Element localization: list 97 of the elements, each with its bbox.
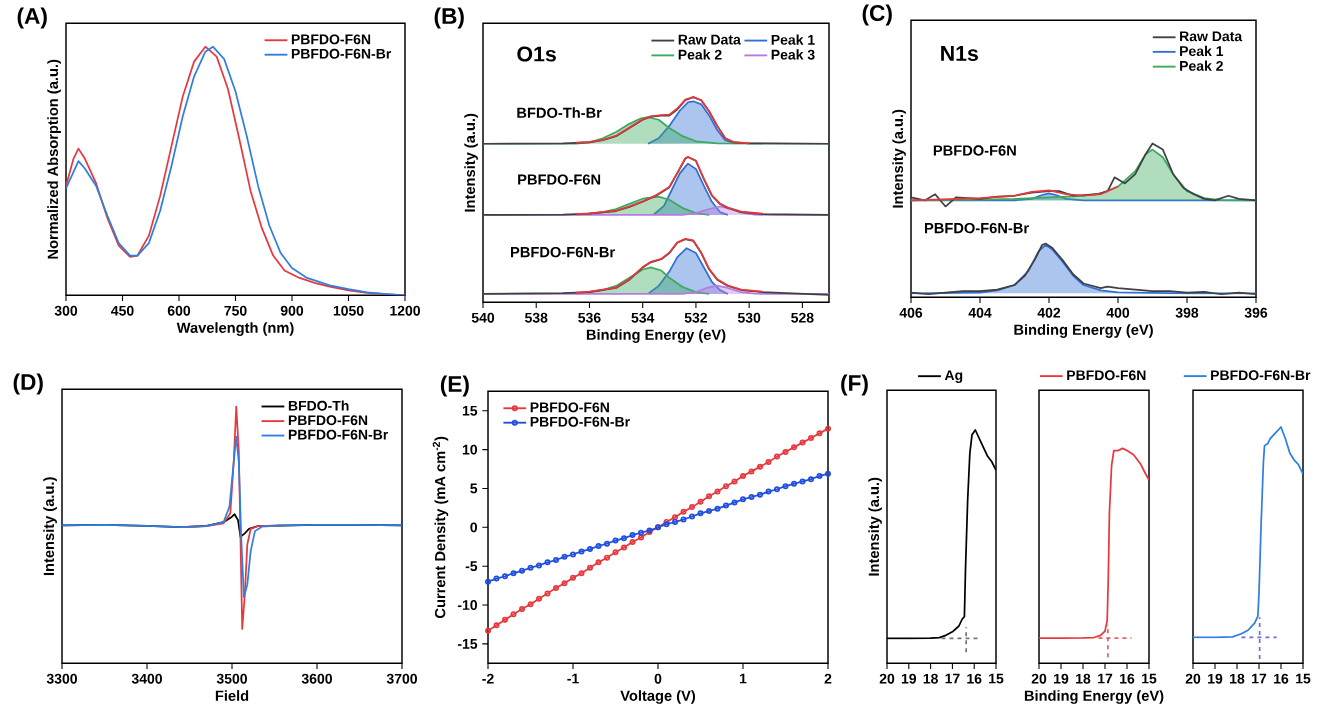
y-tick-label: 5 xyxy=(470,483,478,494)
x-tick-label: 1 xyxy=(739,673,747,684)
legend-label: PBFDO-F6N xyxy=(530,402,609,413)
legend-label: Ag xyxy=(944,370,963,383)
x-axis-title: Binding Energy (eV) xyxy=(586,329,726,343)
x-tick-label: 3300 xyxy=(46,673,77,684)
x-tick-label: 300 xyxy=(54,305,78,316)
x-tick-label: 15 xyxy=(1142,673,1157,684)
y-tick-label: 10 xyxy=(462,444,478,455)
x-tick-label: 538 xyxy=(524,312,548,323)
x-tick-label: 3700 xyxy=(386,673,417,684)
chart-title: (F) xyxy=(841,374,868,396)
y-axis-title: Current Density (mA cm$^{-2}$) xyxy=(432,436,449,618)
x-tick-label: 15 xyxy=(1296,673,1311,684)
y-axis-title: Intensity (a.u.) xyxy=(464,113,478,212)
y-tick-label: -5 xyxy=(465,561,478,571)
x-tick-label: 3600 xyxy=(301,673,332,684)
y-tick-label: 15 xyxy=(462,405,478,416)
text: N1s xyxy=(941,45,978,61)
chart-title: (A) xyxy=(17,7,47,29)
chart-title: (B) xyxy=(434,7,464,29)
x-tick-label: 16 xyxy=(967,673,982,684)
annotation: PBFDO-F6N xyxy=(518,174,601,185)
legend-label: Peak 2 xyxy=(1180,60,1223,71)
x-axis-title: Wavelength (nm) xyxy=(176,322,294,336)
x-tick-label: 534 xyxy=(631,312,655,323)
x-tick-label: -2 xyxy=(482,673,494,684)
x-tick-label: 19 xyxy=(1054,673,1069,684)
x-tick-label: 750 xyxy=(224,305,247,316)
annotation: PBFDO-F6N xyxy=(933,145,1016,156)
x-tick-label: 528 xyxy=(791,312,814,323)
x-tick-label: 20 xyxy=(1185,673,1201,684)
x-tick-label: 15 xyxy=(989,673,1004,684)
chart-title: (D) xyxy=(13,373,43,395)
x-tick-label: 406 xyxy=(899,307,923,318)
x-axis-title: Field xyxy=(215,690,249,701)
x-tick-label: 17 xyxy=(1098,673,1113,684)
x-tick-label: 20 xyxy=(1031,673,1047,684)
x-tick-label: 404 xyxy=(968,307,992,318)
x-tick-label: 530 xyxy=(737,312,761,323)
x-tick-label: 18 xyxy=(923,673,938,684)
chart-title: (C) xyxy=(862,4,892,26)
legend-label: PBFDO-F6N xyxy=(1067,370,1146,380)
x-tick-label: 16 xyxy=(1274,673,1289,684)
annotation: PBFDO-F6N-Br xyxy=(924,222,1029,234)
x-tick-label: 2 xyxy=(824,673,832,684)
x-tick-label: 398 xyxy=(1175,307,1199,318)
legend-label: PBFDO-F6N xyxy=(291,34,371,45)
x-tick-label: 18 xyxy=(1076,673,1091,684)
legend-label: Peak 1 xyxy=(1180,45,1224,56)
x-tick-label: 450 xyxy=(111,305,134,316)
chart-title: (E) xyxy=(440,375,469,397)
y-tick-label: 0 xyxy=(470,522,478,533)
x-tick-label: 19 xyxy=(901,673,917,684)
x-tick-label: 0 xyxy=(654,673,662,684)
legend-label: PBFDO-F6N-Br xyxy=(1211,370,1311,380)
x-tick-label: 1200 xyxy=(390,305,420,316)
x-tick-label: 17 xyxy=(945,673,960,684)
x-tick-label: 532 xyxy=(684,312,708,323)
legend-label: PBFDO-F6N-Br xyxy=(288,429,389,440)
legend-label: BFDO-Th xyxy=(288,400,349,411)
x-axis-title: Voltage (V) xyxy=(620,689,696,704)
y-axis-title: Intensity (a.u.) xyxy=(868,477,882,576)
x-tick-label: 16 xyxy=(1120,673,1135,684)
x-tick-label: 1050 xyxy=(333,305,364,316)
legend-label: PBFDO-F6N xyxy=(288,415,368,425)
x-axis-title: Binding Energy (eV) xyxy=(1014,324,1153,338)
legend-label: PBFDO-F6N-Br xyxy=(530,416,630,427)
annotation: BFDO-Th-Br xyxy=(517,107,602,118)
x-tick-label: 20 xyxy=(879,673,895,684)
legend-label: Raw Data xyxy=(1180,31,1243,42)
x-axis-title: Binding Energy (eV) xyxy=(1024,689,1164,704)
x-tick-label: 19 xyxy=(1208,673,1223,684)
x-tick-label: 600 xyxy=(167,305,191,316)
x-tick-label: 18 xyxy=(1230,673,1245,684)
x-tick-label: 17 xyxy=(1252,673,1267,684)
y-axis-title: Intensity (a.u.) xyxy=(892,109,906,208)
x-tick-label: -1 xyxy=(567,673,579,684)
y-tick-label: -10 xyxy=(457,599,478,610)
x-tick-label: 900 xyxy=(280,305,304,316)
x-tick-label: 396 xyxy=(1244,307,1268,318)
text: O1s xyxy=(517,46,556,62)
x-tick-label: 536 xyxy=(578,312,601,323)
legend-label: Peak 2 xyxy=(678,49,722,60)
x-tick-label: 400 xyxy=(1106,307,1130,318)
x-tick-label: 540 xyxy=(471,312,495,323)
legend-label: Peak 3 xyxy=(771,49,815,60)
x-tick-label: 3400 xyxy=(131,673,162,684)
y-axis-title: Intensity (a.u.) xyxy=(43,477,57,575)
x-tick-label: 3500 xyxy=(216,673,247,684)
y-axis-title: Normalized Absorption (a.u.) xyxy=(47,59,61,259)
annotation: PBFDO-F6N-Br xyxy=(511,246,615,258)
legend-label: Raw Data xyxy=(678,34,741,45)
y-tick-label: -15 xyxy=(457,638,478,649)
x-tick-label: 402 xyxy=(1037,307,1061,318)
legend-label: PBFDO-F6N-Br xyxy=(291,48,392,59)
legend-label: Peak 1 xyxy=(771,34,815,45)
